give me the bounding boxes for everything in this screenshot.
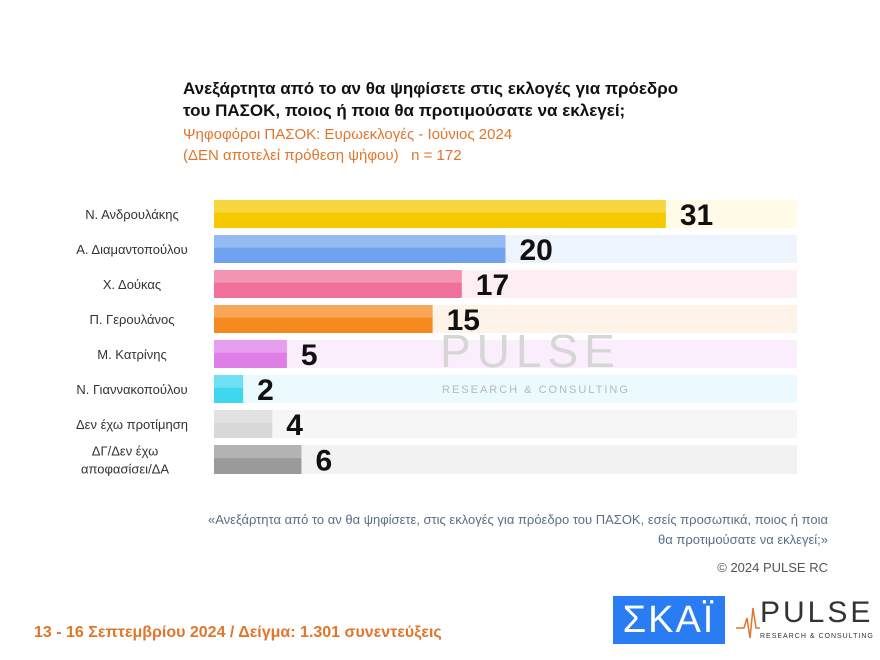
category-label: Α. Διαμαντοπούλου xyxy=(76,242,188,257)
bar-track xyxy=(214,375,797,403)
category-label: Ν. Ανδρουλάκης xyxy=(85,207,179,222)
chart-subtitle: Ψηφοφόροι ΠΑΣΟΚ: Ευρωεκλογές - Ιούνιος 2… xyxy=(183,124,703,166)
data-label: 6 xyxy=(315,445,332,478)
pulse-logo-sub: RESEARCH & CONSULTING xyxy=(760,633,874,640)
bar-highlight xyxy=(214,270,462,283)
bar xyxy=(214,375,244,403)
bar-track xyxy=(214,340,797,368)
question-note: «Ανεξάρτητα από το αν θα ψηφίσετε, στις … xyxy=(208,512,828,547)
data-label: 4 xyxy=(286,409,303,442)
subtitle-line-1: Ψηφοφόροι ΠΑΣΟΚ: Ευρωεκλογές - Ιούνιος 2… xyxy=(183,126,513,143)
pulse-logo: PULSE xyxy=(760,596,874,629)
chart-title: Ανεξάρτητα από το αν θα ψηφίσετε στις εκ… xyxy=(183,79,679,120)
pulse-wave-icon xyxy=(736,607,760,639)
bar-track xyxy=(214,410,797,438)
category-label: Π. Γερουλάνος xyxy=(89,312,174,327)
category-label: ΔΓ/Δεν έχω xyxy=(92,444,158,459)
data-label: 17 xyxy=(476,269,509,302)
bar-highlight xyxy=(214,340,287,353)
data-label: 15 xyxy=(447,304,480,337)
data-label: 20 xyxy=(520,234,553,267)
watermark-sub: RESEARCH & CONSULTING xyxy=(442,384,630,396)
subtitle-line-2: (ΔΕΝ αποτελεί πρόθεση ψήφου) n = 172 xyxy=(183,147,462,164)
bar-chart: 31 Ν. Ανδρουλάκης 20 Α. Διαμαντοπούλου 17 Χ. … xyxy=(76,199,797,478)
category-label: Μ. Κατρίνης xyxy=(97,347,167,362)
bar-highlight xyxy=(214,375,244,388)
bar xyxy=(214,235,506,263)
bar xyxy=(214,410,273,438)
bar xyxy=(214,340,287,368)
data-label: 5 xyxy=(301,339,318,372)
bar-highlight xyxy=(214,445,302,459)
skai-logo: ΣΚΑΪ xyxy=(613,596,725,644)
bar xyxy=(214,200,666,228)
bar-highlight xyxy=(214,305,433,318)
bar-highlight xyxy=(214,200,666,213)
bar-highlight xyxy=(214,410,273,423)
bar xyxy=(214,270,462,298)
category-label: Ν. Γιαννακοπούλου xyxy=(76,382,187,397)
category-label: αποφασίσει/ΔΑ xyxy=(81,462,169,477)
bar-track xyxy=(214,445,797,474)
footer-date-sample: 13 - 16 Σεπτεμβρίου 2024 / Δείγμα: 1.301… xyxy=(34,624,442,641)
copyright: © 2024 PULSE RC xyxy=(717,560,828,575)
watermark: PULSE xyxy=(440,325,621,377)
data-label: 31 xyxy=(680,199,713,232)
category-label: Δεν έχω προτίμηση xyxy=(76,417,188,432)
bar xyxy=(214,305,433,333)
data-label: 2 xyxy=(257,374,274,407)
category-label: Χ. Δούκας xyxy=(103,277,161,292)
bar xyxy=(214,445,302,474)
bar-highlight xyxy=(214,235,506,248)
